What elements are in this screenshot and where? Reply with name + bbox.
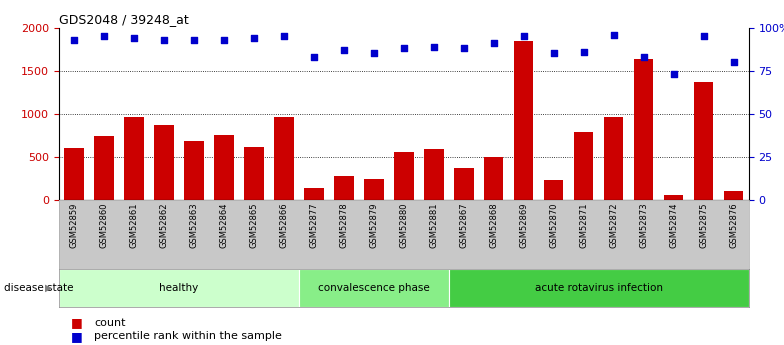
Bar (154, 125, 173, 200)
Point (307, 54, 320, 60)
Text: GSM52871: GSM52871 (579, 202, 588, 248)
Text: GSM52863: GSM52863 (189, 202, 198, 248)
Point (368, 51, 380, 56)
Text: healthy: healthy (159, 283, 198, 293)
Point (547, 51, 560, 56)
Bar (514, 41, 533, 200)
Bar (574, 132, 593, 200)
Bar (484, 157, 503, 200)
Text: GSM52878: GSM52878 (339, 202, 348, 248)
Text: GSM52866: GSM52866 (279, 202, 289, 248)
Bar (424, 149, 444, 200)
Bar (694, 82, 713, 200)
Text: GSM52859: GSM52859 (69, 202, 78, 248)
Text: percentile rank within the sample: percentile rank within the sample (94, 332, 282, 341)
Bar (544, 180, 564, 200)
Bar (214, 135, 234, 200)
Point (97, 33, 110, 39)
Bar (124, 117, 143, 200)
Text: GSM52879: GSM52879 (369, 202, 378, 248)
Point (278, 33, 290, 39)
Text: GSM52873: GSM52873 (639, 202, 648, 248)
Text: GSM52872: GSM52872 (609, 202, 619, 248)
Bar (304, 188, 324, 200)
Text: GSM52876: GSM52876 (729, 202, 739, 248)
Text: convalescence phase: convalescence phase (318, 283, 430, 293)
Bar (94, 136, 114, 200)
Point (158, 37, 170, 42)
Text: ■: ■ (71, 316, 82, 329)
Point (488, 40, 500, 46)
Point (517, 33, 530, 39)
Text: acute rotavirus infection: acute rotavirus infection (535, 283, 662, 293)
Point (728, 59, 740, 65)
Text: ■: ■ (71, 330, 82, 343)
Text: GSM52867: GSM52867 (459, 202, 468, 248)
Bar (604, 117, 623, 200)
Point (67, 37, 80, 42)
Point (578, 49, 590, 55)
Point (217, 37, 230, 42)
Bar (64, 148, 84, 200)
Bar (394, 152, 413, 200)
Text: GSM52880: GSM52880 (399, 202, 408, 248)
Text: GDS2048 / 39248_at: GDS2048 / 39248_at (59, 13, 188, 27)
Text: GSM52869: GSM52869 (519, 202, 528, 248)
Text: GSM52865: GSM52865 (249, 202, 258, 248)
Text: ▶: ▶ (45, 283, 53, 293)
Bar (59, 269, 299, 307)
Text: GSM52870: GSM52870 (550, 202, 558, 248)
Bar (448, 269, 749, 307)
Bar (364, 179, 383, 200)
Point (698, 33, 710, 39)
Point (128, 35, 140, 41)
Bar (299, 269, 448, 307)
Text: GSM52861: GSM52861 (129, 202, 138, 248)
Point (337, 47, 350, 53)
Point (248, 35, 260, 41)
Bar (724, 190, 743, 200)
Text: GSM52862: GSM52862 (159, 202, 169, 248)
Text: GSM52860: GSM52860 (100, 202, 108, 248)
Bar (274, 117, 293, 200)
Text: GSM52864: GSM52864 (220, 202, 228, 248)
Point (458, 46, 470, 51)
Point (427, 44, 440, 49)
Text: GSM52875: GSM52875 (699, 202, 708, 248)
Bar (454, 168, 474, 200)
Text: GSM52868: GSM52868 (489, 202, 499, 248)
Bar (634, 59, 654, 200)
Text: count: count (94, 318, 125, 327)
Bar (184, 141, 204, 200)
Bar (664, 195, 684, 200)
Text: GSM52877: GSM52877 (309, 202, 318, 248)
Text: GSM52881: GSM52881 (430, 202, 438, 248)
Point (667, 71, 680, 77)
Bar (244, 147, 263, 200)
Text: GSM52874: GSM52874 (670, 202, 678, 248)
Point (397, 46, 410, 51)
Point (608, 32, 620, 37)
Point (637, 54, 650, 60)
Text: disease state: disease state (4, 283, 74, 293)
Point (187, 37, 200, 42)
Bar (334, 176, 354, 200)
